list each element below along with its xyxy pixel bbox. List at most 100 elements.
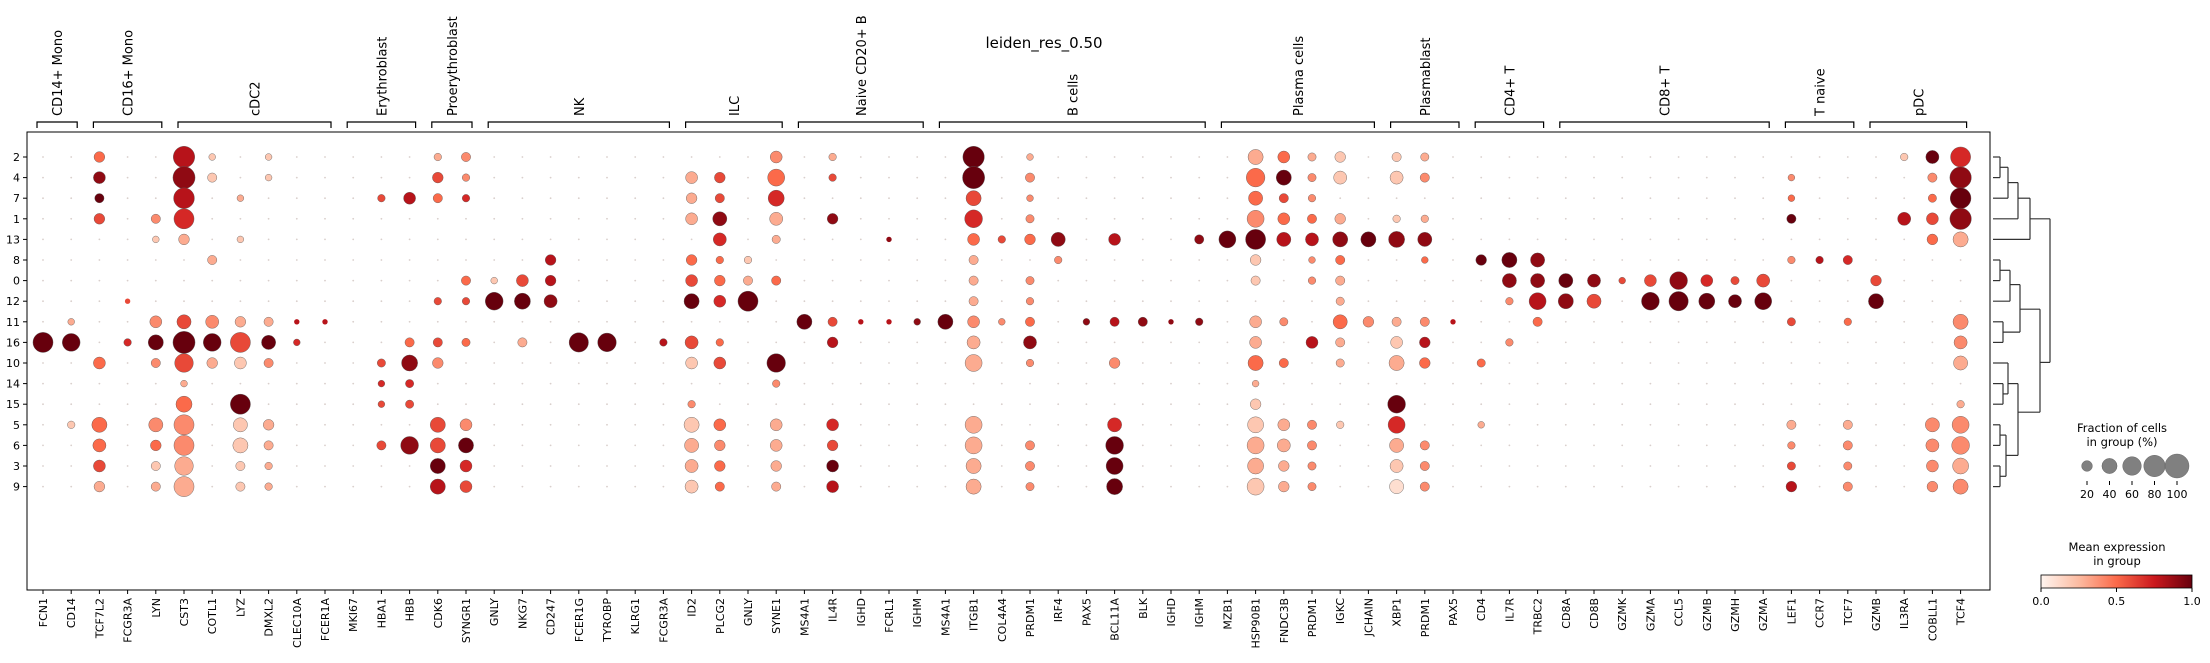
dot — [380, 217, 383, 220]
dot — [211, 485, 214, 488]
dot — [93, 151, 105, 163]
dot — [545, 275, 557, 287]
dot — [1564, 423, 1567, 426]
dot — [916, 465, 919, 467]
dot — [916, 382, 919, 385]
dot — [1057, 320, 1060, 323]
dot — [295, 238, 298, 241]
dot — [352, 238, 355, 241]
dot — [803, 444, 806, 447]
dot — [352, 403, 355, 406]
dot — [1677, 465, 1680, 467]
dot — [1113, 341, 1116, 344]
dot — [1508, 382, 1511, 385]
dot — [70, 382, 73, 385]
dot — [744, 256, 752, 264]
dot — [493, 320, 496, 323]
dot — [1734, 259, 1736, 261]
dot — [173, 187, 195, 209]
dot — [1818, 485, 1821, 488]
dot — [1734, 156, 1736, 158]
dot — [239, 259, 242, 261]
dot — [70, 403, 73, 406]
size-legend-label: 80 — [2148, 488, 2162, 501]
dot — [713, 232, 727, 247]
dot — [1931, 362, 1934, 364]
dot — [803, 382, 806, 385]
dot — [916, 238, 919, 241]
dot — [1391, 316, 1402, 327]
dot — [1141, 197, 1144, 200]
size-legend-label: 40 — [2103, 488, 2117, 501]
dot — [70, 217, 73, 220]
dot — [1649, 156, 1652, 158]
y-tick-label: 11 — [6, 316, 20, 329]
dot — [521, 465, 524, 467]
dot — [324, 423, 326, 426]
dot — [493, 444, 496, 447]
dot — [772, 379, 781, 388]
dot — [1198, 156, 1201, 158]
dot — [42, 279, 44, 282]
dot — [1395, 259, 1398, 261]
dot — [1218, 230, 1237, 249]
dot — [543, 294, 558, 308]
dot — [606, 485, 608, 488]
dot — [521, 444, 524, 447]
dot — [42, 320, 44, 323]
dot — [1025, 214, 1035, 224]
dot — [1226, 403, 1229, 406]
dot — [32, 332, 54, 353]
dot — [718, 320, 721, 323]
dot — [1198, 362, 1201, 364]
dot — [295, 465, 298, 467]
dot — [577, 423, 580, 426]
dot — [826, 418, 839, 431]
dot — [1452, 156, 1454, 158]
dot — [916, 423, 919, 426]
dot — [1113, 156, 1116, 158]
dot — [150, 358, 161, 368]
dot — [1170, 156, 1172, 158]
dot — [1000, 444, 1003, 447]
dot — [1025, 482, 1035, 491]
dot — [1170, 485, 1172, 488]
dot — [1787, 174, 1795, 182]
dot — [1818, 341, 1821, 344]
dot — [662, 156, 665, 158]
dot — [1395, 197, 1398, 200]
dot — [568, 332, 589, 353]
dot — [173, 435, 195, 456]
dot — [183, 279, 185, 282]
dot — [1085, 423, 1088, 426]
dot — [1000, 465, 1003, 467]
size-legend-dot — [2143, 455, 2166, 477]
dot — [1730, 276, 1740, 285]
x-tick-label: JCHAIN — [1362, 598, 1375, 637]
dot — [404, 337, 415, 348]
dot — [462, 194, 470, 203]
dot — [521, 485, 524, 488]
dot — [1818, 197, 1821, 200]
dot — [1875, 362, 1877, 364]
dot — [1250, 254, 1262, 266]
dot — [1536, 444, 1539, 447]
dot — [1367, 423, 1370, 426]
dot — [1334, 151, 1346, 163]
dot — [1649, 485, 1652, 488]
dot — [436, 382, 439, 385]
dot — [1170, 279, 1172, 282]
dot — [1875, 403, 1877, 406]
dot — [916, 300, 919, 303]
dot — [962, 146, 985, 168]
dot — [662, 217, 665, 220]
dot — [803, 238, 806, 241]
y-tick-label: 0 — [13, 275, 20, 288]
dot — [1423, 197, 1426, 200]
dot — [1367, 156, 1370, 158]
dot — [859, 362, 862, 364]
dot — [493, 465, 496, 467]
dot — [888, 382, 890, 385]
dot — [126, 485, 129, 488]
dot — [408, 465, 411, 467]
